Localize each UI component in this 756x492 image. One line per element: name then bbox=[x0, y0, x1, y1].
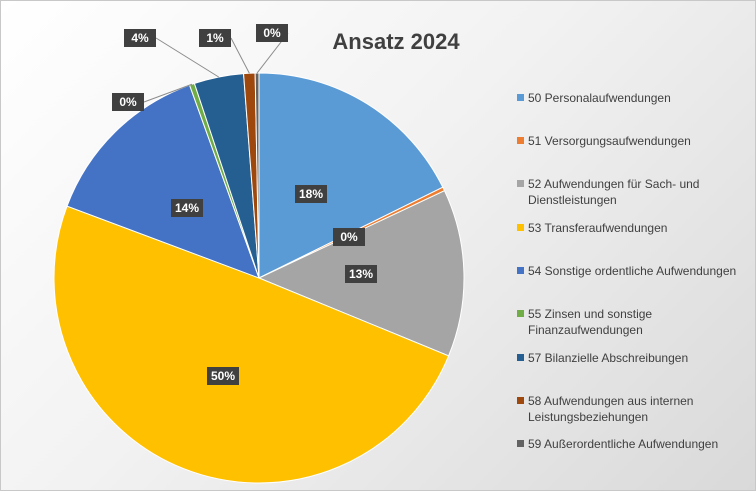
legend-item: 57 Bilanzielle Abschreibungen bbox=[517, 350, 755, 366]
legend-label: 55 Zinsen und sonstige Finanzaufwendunge… bbox=[528, 307, 653, 337]
data-label-box bbox=[295, 185, 327, 203]
leader-line bbox=[155, 37, 219, 78]
legend-label: 59 Außerordentliche Aufwendungen bbox=[528, 437, 719, 451]
data-label: 4% bbox=[131, 31, 149, 45]
legend-label: 50 Personalaufwendungen bbox=[528, 91, 671, 105]
legend-label: 52 Aufwendungen für Sach- und Dienstleis… bbox=[528, 177, 700, 207]
legend-swatch bbox=[517, 310, 524, 317]
legend-swatch bbox=[517, 137, 524, 144]
legend-swatch bbox=[517, 267, 524, 274]
leader-line bbox=[143, 83, 193, 103]
data-label-box bbox=[345, 265, 377, 283]
legend-swatch bbox=[517, 354, 524, 361]
data-label: 13% bbox=[349, 267, 373, 281]
legend-item: 52 Aufwendungen für Sach- und Dienstleis… bbox=[517, 176, 755, 208]
legend-label: 51 Versorgungsaufwendungen bbox=[528, 134, 691, 148]
data-label-box bbox=[333, 228, 365, 246]
data-label-box bbox=[171, 199, 203, 217]
legend-item: 50 Personalaufwendungen bbox=[517, 90, 755, 106]
data-label-box bbox=[124, 29, 156, 47]
legend-label: 58 Aufwendungen aus internen Leistungsbe… bbox=[528, 394, 694, 424]
legend-item: 51 Versorgungsaufwendungen bbox=[517, 133, 755, 149]
legend-label: 57 Bilanzielle Abschreibungen bbox=[528, 351, 689, 365]
data-label-box bbox=[207, 367, 239, 385]
legend-item: 54 Sonstige ordentliche Aufwendungen bbox=[517, 263, 755, 279]
legend-swatch bbox=[517, 397, 524, 404]
legend-label: 53 Transferaufwendungen bbox=[528, 221, 668, 235]
legend-item: 58 Aufwendungen aus internen Leistungsbe… bbox=[517, 393, 755, 425]
data-label: 0% bbox=[263, 26, 281, 40]
pie-slice bbox=[258, 72, 444, 279]
legend-item: 59 Außerordentliche Aufwendungen bbox=[517, 436, 755, 452]
legend-item: 53 Transferaufwendungen bbox=[517, 220, 755, 236]
data-label: 14% bbox=[175, 201, 199, 215]
pie-slice bbox=[53, 205, 450, 484]
legend-swatch bbox=[517, 180, 524, 187]
legend-label: 54 Sonstige ordentliche Aufwendungen bbox=[528, 264, 737, 278]
data-label: 0% bbox=[119, 95, 137, 109]
legend-swatch bbox=[517, 440, 524, 447]
data-label-box bbox=[199, 29, 231, 47]
data-label: 0% bbox=[340, 230, 358, 244]
legend-item: 55 Zinsen und sonstige Finanzaufwendunge… bbox=[517, 306, 755, 338]
data-label: 1% bbox=[206, 31, 224, 45]
data-label-box bbox=[256, 24, 288, 42]
leader-line bbox=[230, 37, 250, 74]
legend-swatch bbox=[517, 94, 524, 101]
data-label: 50% bbox=[211, 369, 235, 383]
pie-slice bbox=[254, 72, 260, 279]
data-label: 18% bbox=[299, 187, 323, 201]
chart-title: Ansatz 2024 bbox=[332, 29, 460, 54]
legend-swatch bbox=[517, 224, 524, 231]
data-label-box bbox=[112, 93, 144, 111]
